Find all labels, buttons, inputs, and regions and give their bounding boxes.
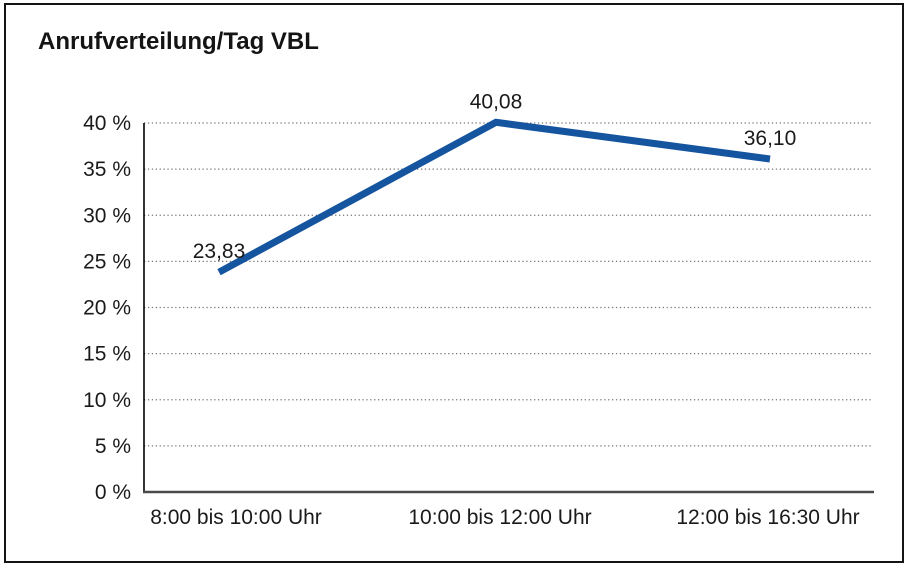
y-tick-label: 5 % xyxy=(95,435,131,458)
data-label: 23,83 xyxy=(193,240,246,263)
y-tick-label: 20 % xyxy=(83,297,131,320)
data-label: 40,08 xyxy=(470,90,523,113)
y-tick-label: 30 % xyxy=(83,204,131,227)
series-line xyxy=(217,118,771,276)
chart-frame xyxy=(4,3,904,563)
y-tick-label: 35 % xyxy=(83,158,131,181)
data-label: 36,10 xyxy=(744,127,797,150)
x-category-label: 8:00 bis 10:00 Uhr xyxy=(150,506,322,529)
y-tick-label: 25 % xyxy=(83,250,131,273)
chart-title: Anrufverteilung/Tag VBL xyxy=(38,28,319,55)
x-category-label: 12:00 bis 16:30 Uhr xyxy=(676,506,859,529)
x-category-label: 10:00 bis 12:00 Uhr xyxy=(408,506,591,529)
y-tick-label: 0 % xyxy=(95,481,131,504)
y-tick-label: 40 % xyxy=(83,112,131,135)
y-tick-label: 15 % xyxy=(83,343,131,366)
y-tick-label: 10 % xyxy=(83,389,131,412)
